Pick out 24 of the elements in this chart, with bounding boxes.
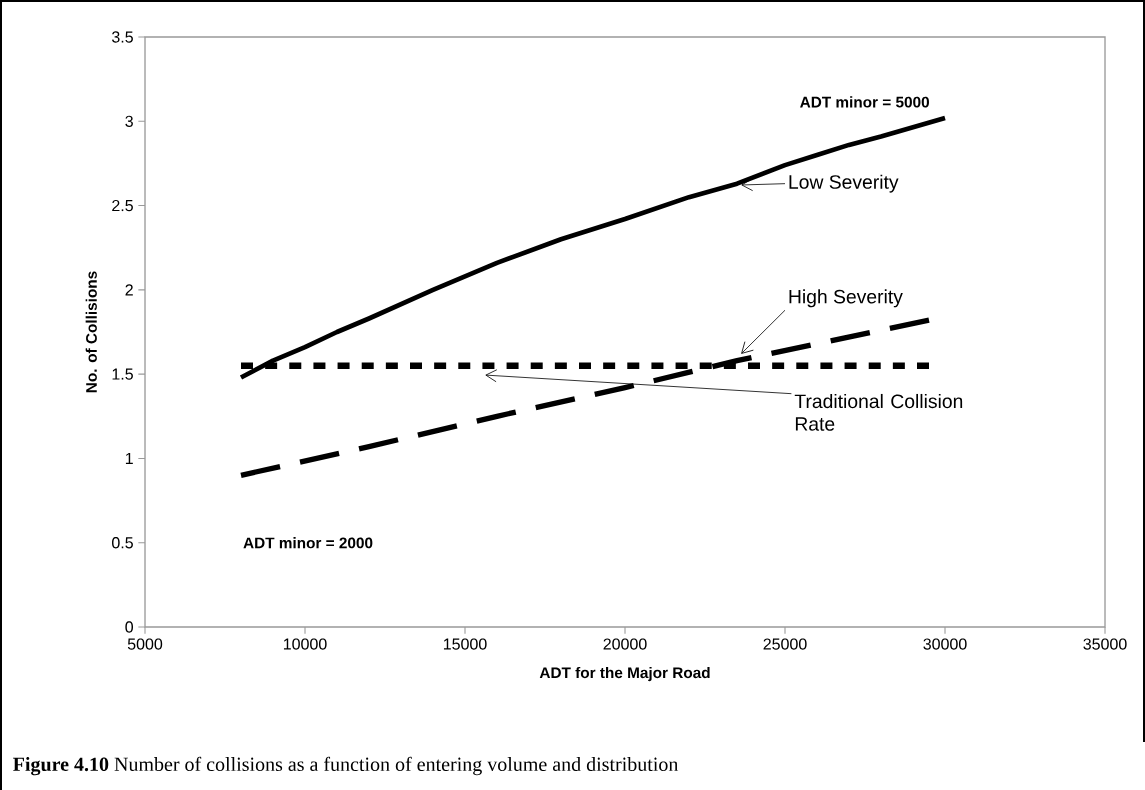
y-tick-label: 3 — [125, 115, 133, 127]
x-tick-label: 5000 — [127, 638, 163, 650]
y-tick-label: 1.5 — [112, 368, 133, 380]
series-label: Traditional Collision Rate — [794, 393, 963, 431]
y-tick-label: 0 — [125, 621, 134, 633]
annotation: ADT minor = 5000 — [800, 96, 929, 108]
y-axis-title: No. of Collisions — [85, 271, 97, 393]
x-axis-title: ADT for the Major Road — [539, 666, 710, 682]
x-tick-label: 15000 — [443, 638, 487, 650]
x-tick-label: 20000 — [603, 638, 647, 650]
x-tick-label: 10000 — [283, 638, 327, 650]
x-tick-label: 30000 — [923, 638, 967, 650]
annotation: ADT minor = 2000 — [243, 537, 373, 549]
x-tick-label: 35000 — [1083, 638, 1127, 650]
y-tick-label: 0.5 — [112, 537, 133, 549]
y-tick-label: 2 — [125, 284, 133, 296]
series-label: High Severity — [789, 289, 903, 308]
y-tick-label: 3.5 — [111, 31, 133, 43]
x-tick-label: 25000 — [763, 638, 807, 650]
legend-label: Low Severity — [789, 174, 899, 193]
y-tick-label: 1 — [125, 452, 133, 464]
line-series — [238, 115, 948, 380]
text: Figure 4.10 Number of collisions as a function of entering volume and distribution — [13, 756, 679, 776]
y-tick-label: 2.5 — [112, 199, 133, 212]
